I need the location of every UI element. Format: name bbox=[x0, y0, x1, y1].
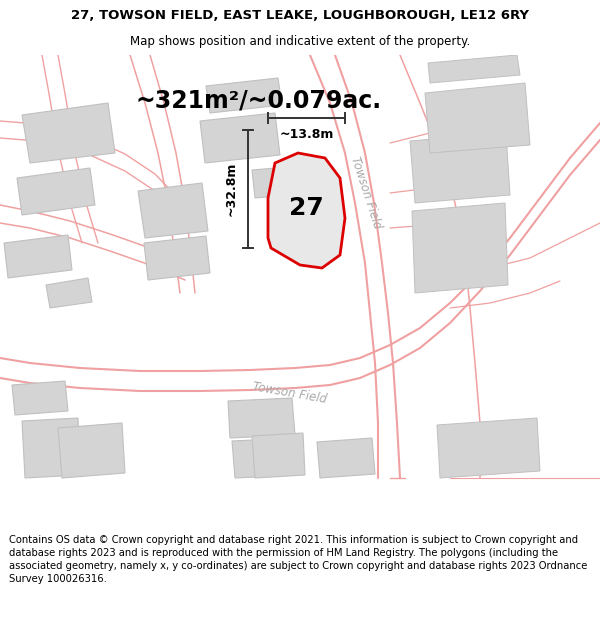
Polygon shape bbox=[138, 183, 208, 238]
Polygon shape bbox=[22, 418, 80, 478]
Polygon shape bbox=[268, 153, 345, 268]
Polygon shape bbox=[46, 278, 92, 308]
Text: ~32.8m: ~32.8m bbox=[225, 162, 238, 216]
Polygon shape bbox=[58, 423, 125, 478]
Text: ~13.8m: ~13.8m bbox=[280, 127, 334, 141]
Polygon shape bbox=[412, 203, 508, 293]
Text: Towson Field: Towson Field bbox=[348, 155, 384, 231]
Polygon shape bbox=[317, 438, 375, 478]
Polygon shape bbox=[4, 235, 72, 278]
Polygon shape bbox=[17, 168, 95, 215]
Polygon shape bbox=[12, 381, 68, 415]
Text: Map shows position and indicative extent of the property.: Map shows position and indicative extent… bbox=[130, 35, 470, 48]
Text: 27, TOWSON FIELD, EAST LEAKE, LOUGHBOROUGH, LE12 6RY: 27, TOWSON FIELD, EAST LEAKE, LOUGHBOROU… bbox=[71, 9, 529, 22]
Text: Contains OS data © Crown copyright and database right 2021. This information is : Contains OS data © Crown copyright and d… bbox=[9, 535, 587, 584]
Text: ~321m²/~0.079ac.: ~321m²/~0.079ac. bbox=[135, 88, 381, 112]
Polygon shape bbox=[206, 78, 282, 113]
Polygon shape bbox=[228, 398, 295, 438]
Polygon shape bbox=[428, 55, 520, 83]
Polygon shape bbox=[22, 103, 115, 163]
Polygon shape bbox=[144, 236, 210, 280]
Polygon shape bbox=[252, 433, 305, 478]
Text: 27: 27 bbox=[289, 196, 323, 220]
Text: Towson Field: Towson Field bbox=[252, 380, 328, 406]
Polygon shape bbox=[200, 113, 280, 163]
Polygon shape bbox=[437, 418, 540, 478]
Polygon shape bbox=[232, 438, 298, 478]
Polygon shape bbox=[252, 165, 315, 198]
Polygon shape bbox=[410, 133, 510, 203]
Polygon shape bbox=[425, 83, 530, 153]
